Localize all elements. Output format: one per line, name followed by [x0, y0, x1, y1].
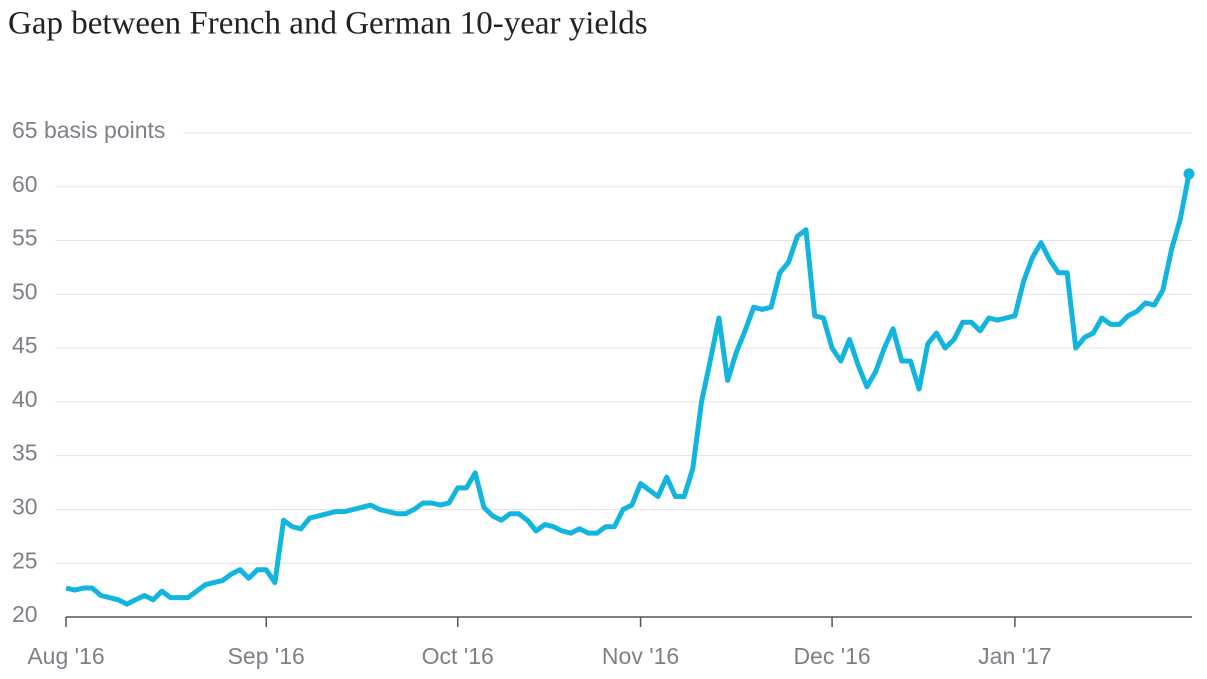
y-tick-label: 40 — [12, 386, 38, 412]
x-tick-label: Dec '16 — [793, 643, 870, 669]
y-tick-label: 35 — [12, 440, 38, 466]
y-tick-label: 20 — [12, 601, 38, 627]
y-tick-label: 55 — [12, 225, 38, 251]
x-tick-label: Aug '16 — [27, 643, 104, 669]
x-tick-label: Sep '16 — [228, 643, 305, 669]
y-tick-label: 50 — [12, 278, 38, 304]
chart-title: Gap between French and German 10-year yi… — [8, 6, 648, 42]
y-tick-label: 45 — [12, 332, 38, 358]
x-tick-label: Nov '16 — [602, 643, 679, 669]
end-point — [1183, 168, 1195, 180]
x-tick-label: Oct '16 — [422, 643, 494, 669]
x-tick-label: Jan '17 — [978, 643, 1051, 669]
y-tick-label: 60 — [12, 171, 38, 197]
y-tick-label: 65 basis points — [12, 117, 165, 143]
line — [65, 173, 1192, 607]
y-tick-label: 30 — [12, 494, 38, 520]
y-tick-label: 25 — [12, 547, 38, 573]
